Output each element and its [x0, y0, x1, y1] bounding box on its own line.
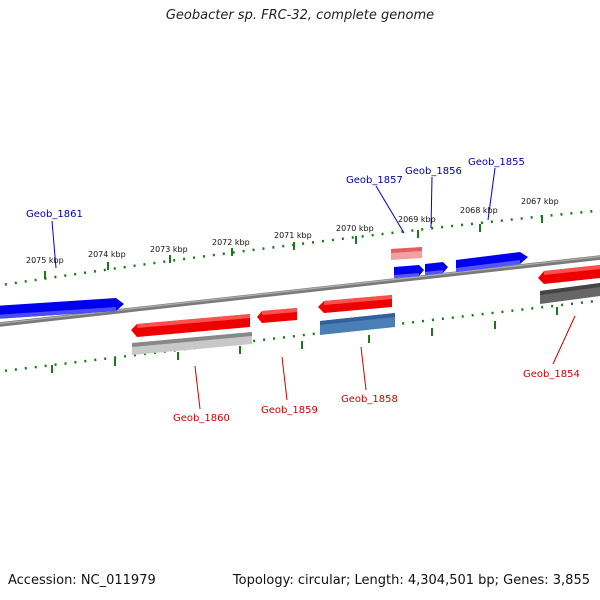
reverse-genes [131, 265, 600, 355]
inner-major-ticks [51, 307, 558, 373]
scale-label: 2074 kbp [88, 250, 126, 259]
scale-label: 2070 kbp [336, 224, 374, 233]
gene-label-geob-1854[interactable]: Geob_1854 [523, 369, 580, 380]
scale-label: 2068 kbp [460, 206, 498, 215]
genome-backbone [0, 255, 600, 327]
leader-geob-1861 [51, 220, 57, 269]
leader-geob-1859 [281, 356, 288, 401]
forward-genes [0, 247, 528, 319]
leader-geob-1860 [194, 365, 201, 410]
leader-geob-1855 [487, 167, 496, 221]
map-title: Geobacter sp. FRC-32, complete genome [165, 8, 435, 23]
gene-label-geob-1857[interactable]: Geob_1857 [346, 175, 403, 186]
scale-label: 2072 kbp [212, 238, 250, 247]
leader-geob-1857 [375, 185, 405, 234]
topology-text: Topology: circular; Length: 4,304,501 bp… [232, 573, 590, 588]
gene-label-geob-1855[interactable]: Geob_1855 [468, 157, 525, 168]
scale-label: 2073 kbp [150, 245, 188, 254]
gene-label-geob-1861[interactable]: Geob_1861 [26, 209, 83, 220]
scale-label: 2067 kbp [521, 197, 559, 206]
leader-geob-1858 [360, 346, 367, 391]
gene-label-geob-1859[interactable]: Geob_1859 [261, 405, 318, 416]
accession-text: Accession: NC_011979 [8, 573, 156, 588]
scale-label: 2075 kbp [26, 256, 64, 265]
outer-major-ticks [44, 215, 543, 279]
scale-label: 2071 kbp [274, 231, 312, 240]
leader-geob-1854 [552, 315, 576, 365]
leader-geob-1856 [430, 176, 433, 229]
scale-label: 2069 kbp [398, 215, 436, 224]
gene-label-geob-1858[interactable]: Geob_1858 [341, 394, 398, 405]
gene-label-geob-1860[interactable]: Geob_1860 [173, 413, 230, 424]
gene-label-geob-1856[interactable]: Geob_1856 [405, 166, 462, 177]
outer-tick-track [0, 209, 600, 287]
